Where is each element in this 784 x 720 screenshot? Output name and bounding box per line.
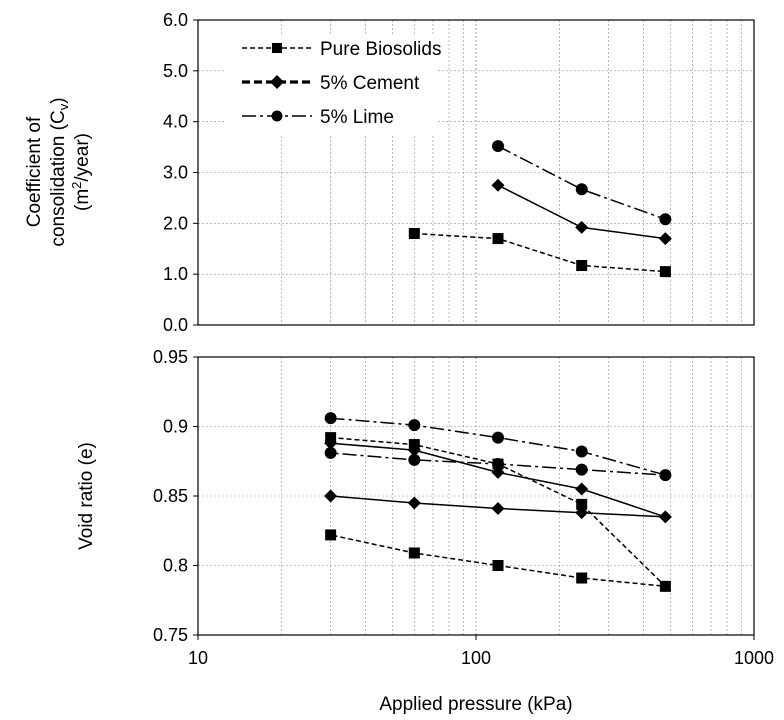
void-ratio-point-pure-biosolids xyxy=(325,529,337,541)
cv-point-cement xyxy=(658,232,672,246)
cv-ytick-label: 2.0 xyxy=(163,213,188,233)
cv-ytick-label: 1.0 xyxy=(163,264,188,284)
cv-ytick-label: 6.0 xyxy=(163,10,188,30)
cv-point-pure-biosolids xyxy=(576,260,588,272)
void-ratio-ytick-label: 0.95 xyxy=(153,347,188,367)
legend-entry-5pct-cement: 5% Cement xyxy=(242,73,420,94)
cv-point-pure-biosolids xyxy=(492,233,504,245)
cv-point-cement xyxy=(491,178,505,192)
cv-ylabel-line1: Coefficient of xyxy=(24,116,45,227)
void-ratio-point-cement xyxy=(575,482,589,496)
xtick-label: 1000 xyxy=(734,648,774,668)
cv-ytick-label: 4.0 xyxy=(163,112,188,132)
cv-ytick-label: 0.0 xyxy=(163,315,188,335)
void-ratio-point-pure-biosolids xyxy=(576,572,588,584)
void-ratio-gridlines xyxy=(198,357,754,635)
void-ratio-ylabel: Void ratio (e) xyxy=(76,442,97,550)
void-ratio-y-ticks: 0.75 0.8 0.85 0.9 0.95 xyxy=(153,347,198,645)
void-ratio-point-cement xyxy=(575,506,589,520)
void-ratio-series xyxy=(324,412,672,592)
legend-marker-square xyxy=(272,43,282,53)
legend-marker-diamond xyxy=(270,75,284,89)
void-ratio-point-lime xyxy=(324,412,337,425)
legend-background xyxy=(226,34,436,134)
cv-ytick-label: 5.0 xyxy=(163,61,188,81)
void-ratio-point-lime xyxy=(575,463,588,476)
cv-point-lime xyxy=(575,183,588,196)
legend-label-pure-biosolids: Pure Biosolids xyxy=(320,39,441,60)
legend-entry-pure-biosolids: Pure Biosolids xyxy=(242,39,441,60)
cv-ylabel-line3: (m2/year) xyxy=(69,133,93,211)
cv-ytick-label: 3.0 xyxy=(163,163,188,183)
void-ratio-point-cement xyxy=(324,489,338,503)
void-ratio-point-pure-biosolids xyxy=(492,560,504,571)
legend: Pure Biosolids 5% Cement 5% Lime xyxy=(226,34,441,134)
cv-point-pure-biosolids xyxy=(408,228,420,239)
void-ratio-point-cement xyxy=(658,510,672,524)
void-ratio-point-lime xyxy=(659,469,672,482)
x-axis-label: Applied pressure (kPa) xyxy=(379,694,572,715)
legend-label-5pct-lime: 5% Lime xyxy=(320,107,394,128)
void-ratio-point-cement xyxy=(407,496,421,510)
cv-point-pure-biosolids xyxy=(659,266,671,278)
cv-point-lime xyxy=(659,213,672,226)
legend-label-5pct-cement: 5% Cement xyxy=(320,73,420,94)
xtick-label: 100 xyxy=(461,648,491,668)
void-ratio-point-lime xyxy=(324,446,337,459)
void-ratio-point-cement xyxy=(407,443,421,457)
void-ratio-point-lime xyxy=(408,453,421,466)
void-ratio-point-cement xyxy=(491,465,505,479)
void-ratio-chart: 0.75 0.8 0.85 0.9 0.95 10 100 1000 Void ratio … xyxy=(76,347,774,715)
void-ratio-ytick-label: 0.85 xyxy=(153,486,188,506)
void-ratio-x-ticks: 10 100 1000 xyxy=(188,635,774,668)
cv-ylabel-line2: consolidation (Cv) xyxy=(48,97,71,246)
legend-marker-circle xyxy=(271,110,283,122)
void-ratio-point-lime xyxy=(492,431,505,444)
cv-chart: 0.0 1.0 2.0 3.0 4.0 5.0 6.0 Pure Biosolids 5% … xyxy=(24,10,755,335)
void-ratio-point-lime xyxy=(575,445,588,458)
cv-series xyxy=(408,140,672,278)
void-ratio-ytick-label: 0.9 xyxy=(163,417,188,437)
void-ratio-ytick-label: 0.75 xyxy=(153,625,188,645)
void-ratio-point-cement xyxy=(324,436,338,450)
void-ratio-point-cement xyxy=(491,502,505,516)
cv-y-ticks: 0.0 1.0 2.0 3.0 4.0 5.0 6.0 xyxy=(163,10,198,335)
void-ratio-point-lime xyxy=(492,458,505,471)
cv-point-lime xyxy=(492,140,505,153)
xtick-label: 10 xyxy=(188,648,208,668)
void-ratio-point-lime xyxy=(408,419,421,432)
void-ratio-ytick-label: 0.8 xyxy=(163,556,188,576)
void-ratio-point-pure-biosolids xyxy=(408,547,420,559)
void-ratio-point-pure-biosolids xyxy=(576,498,588,510)
void-ratio-series-line-lime xyxy=(330,417,666,476)
void-ratio-point-pure-biosolids xyxy=(659,580,671,592)
legend-entry-5pct-lime: 5% Lime xyxy=(242,107,394,128)
cv-series-line-pure-biosolids xyxy=(414,232,666,273)
cv-point-cement xyxy=(575,220,589,234)
